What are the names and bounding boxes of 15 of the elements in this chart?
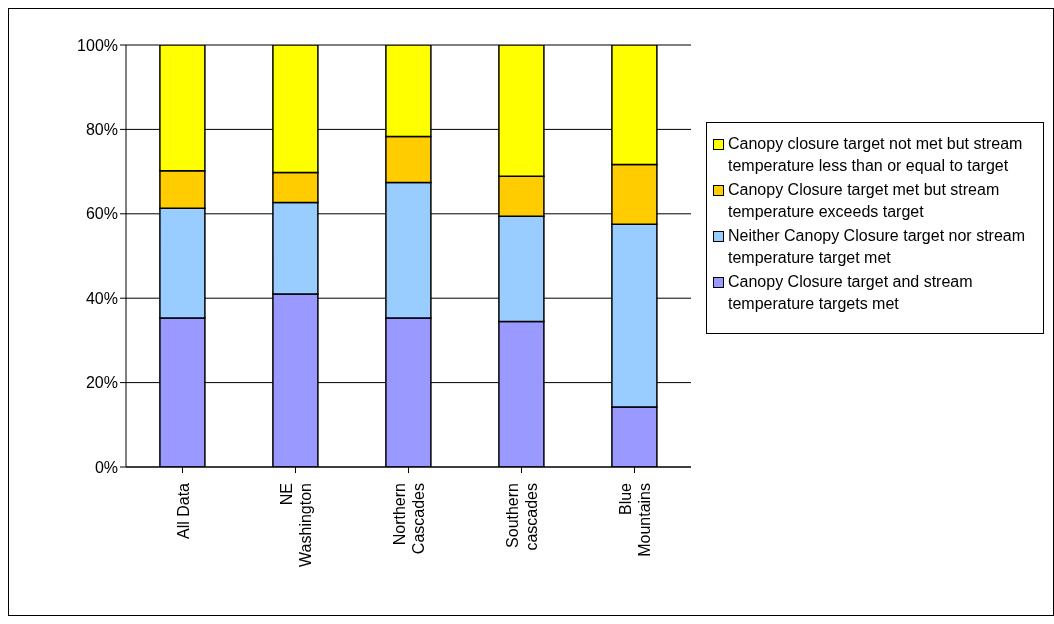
x-tick-label: Southern cascades	[504, 483, 540, 551]
x-tick-label: All Data	[174, 482, 192, 540]
x-tick-label: Northern Cascades	[391, 483, 427, 555]
x-tick-label: NE Washington	[278, 483, 314, 567]
y-tick-label: 40%	[85, 289, 118, 307]
x-tick-label: Blue Mountains	[617, 482, 653, 557]
y-tick-label: 80%	[85, 121, 118, 139]
legend-label: Canopy Closure target met but stream temperature exceeds target	[728, 180, 1001, 222]
y-tick-label: 60%	[85, 205, 118, 223]
y-tick-label: 100%	[77, 36, 118, 54]
legend-label: Canopy Closure target and stream temperature targets met	[728, 272, 974, 314]
legend-label: Neither Canopy Closure target nor stream temperature target met	[728, 226, 1027, 268]
legend-label: Canopy closure target not met but stream temperature less than or equal to target	[728, 134, 1024, 176]
y-tick-label: 20%	[85, 374, 118, 392]
y-tick-label: 0%	[94, 458, 118, 476]
